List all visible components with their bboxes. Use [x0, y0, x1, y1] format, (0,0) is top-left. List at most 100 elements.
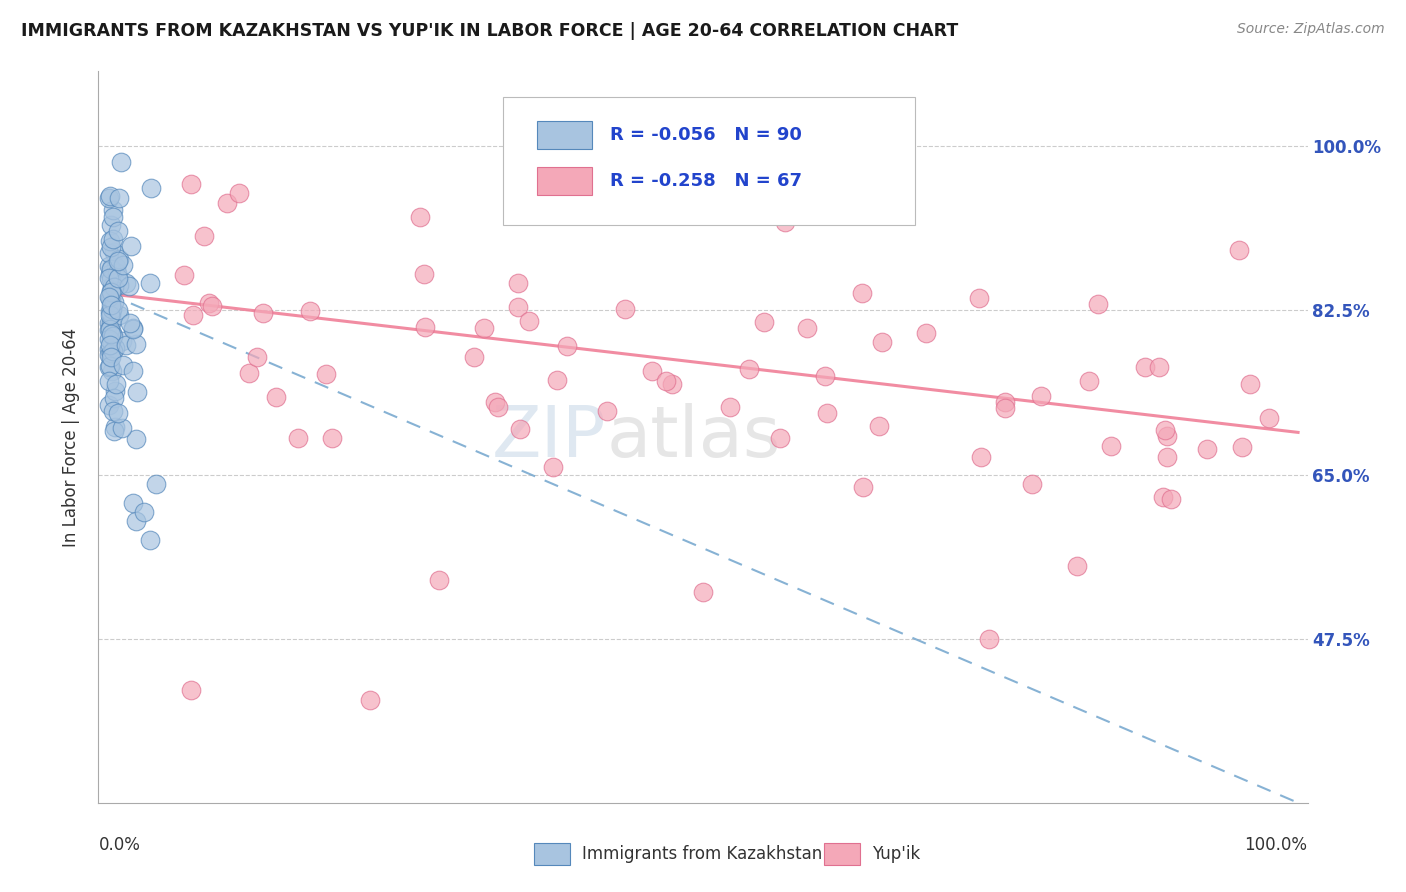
Bar: [537, 167, 592, 195]
Point: [100, 261, 122, 276]
Bar: [534, 843, 569, 865]
Point: [100, 284, 122, 298]
Bar: [824, 843, 860, 865]
Point: [1021, 477, 1043, 491]
Text: 100.0%: 100.0%: [1244, 836, 1308, 854]
Point: [103, 424, 125, 438]
Point: [100, 271, 122, 285]
Point: [321, 431, 343, 445]
Point: [98, 374, 121, 388]
Point: [125, 432, 148, 446]
Point: [98, 290, 121, 304]
Point: [122, 321, 145, 335]
Point: [101, 329, 124, 343]
Point: [98, 398, 121, 412]
Point: [299, 304, 322, 318]
Point: [775, 215, 797, 229]
Point: [1087, 297, 1109, 311]
Point: [252, 305, 274, 319]
Point: [1152, 490, 1174, 504]
Point: [122, 496, 145, 510]
Point: [101, 343, 124, 358]
Point: [101, 326, 124, 340]
Point: [125, 385, 148, 400]
Point: [103, 203, 125, 218]
Point: [661, 377, 683, 392]
Point: [228, 186, 250, 201]
Point: [104, 260, 127, 274]
Point: [100, 279, 122, 293]
Point: [100, 298, 122, 312]
Point: [541, 459, 564, 474]
Point: [486, 400, 509, 414]
Point: [1066, 559, 1088, 574]
Text: R = -0.258   N = 67: R = -0.258 N = 67: [610, 172, 801, 190]
Point: [107, 406, 129, 420]
Point: [1156, 428, 1178, 442]
Point: [173, 268, 195, 282]
Point: [98, 191, 121, 205]
Point: [738, 362, 761, 376]
Point: [104, 384, 127, 399]
Point: [107, 253, 129, 268]
Point: [100, 327, 122, 342]
Point: [115, 277, 138, 291]
Point: [101, 301, 124, 316]
Point: [103, 294, 125, 309]
Point: [215, 195, 238, 210]
Text: Yup'ik: Yup'ik: [872, 845, 921, 863]
Point: [238, 366, 260, 380]
Point: [101, 404, 124, 418]
Point: [100, 364, 122, 378]
Point: [107, 271, 129, 285]
Point: [557, 339, 579, 353]
Point: [692, 584, 714, 599]
Point: [508, 300, 530, 314]
Point: [409, 210, 432, 224]
Point: [98, 343, 121, 357]
Point: [139, 181, 162, 195]
Point: [105, 266, 128, 280]
Point: [246, 351, 269, 365]
Point: [1197, 442, 1219, 456]
Point: [100, 285, 122, 299]
Point: [125, 337, 148, 351]
Point: [121, 364, 143, 378]
Point: [98, 234, 121, 248]
Point: [98, 246, 121, 260]
Point: [98, 348, 121, 362]
Point: [852, 480, 875, 494]
Point: [98, 360, 121, 375]
Point: [1227, 243, 1250, 257]
Point: [181, 308, 204, 322]
Point: [107, 302, 129, 317]
Point: [100, 307, 122, 321]
Point: [1154, 423, 1177, 437]
Point: [1133, 360, 1156, 375]
Point: [138, 277, 160, 291]
Point: [103, 341, 125, 355]
Point: [108, 252, 131, 267]
Point: [107, 224, 129, 238]
Point: [98, 359, 121, 373]
Point: [413, 319, 436, 334]
Point: [100, 240, 122, 254]
Point: [111, 358, 134, 372]
Point: [851, 285, 873, 300]
Point: [613, 301, 636, 316]
Point: [595, 404, 617, 418]
Point: [796, 321, 818, 335]
Point: [868, 418, 890, 433]
Point: [427, 573, 450, 587]
Point: [264, 390, 287, 404]
Point: [993, 401, 1015, 415]
Point: [1029, 389, 1052, 403]
Point: [472, 321, 495, 335]
Point: [117, 279, 139, 293]
Point: [484, 395, 506, 409]
Point: [111, 334, 134, 349]
Point: [201, 300, 224, 314]
Point: [1149, 359, 1171, 374]
Text: R = -0.056   N = 90: R = -0.056 N = 90: [610, 126, 801, 144]
FancyBboxPatch shape: [503, 97, 915, 225]
